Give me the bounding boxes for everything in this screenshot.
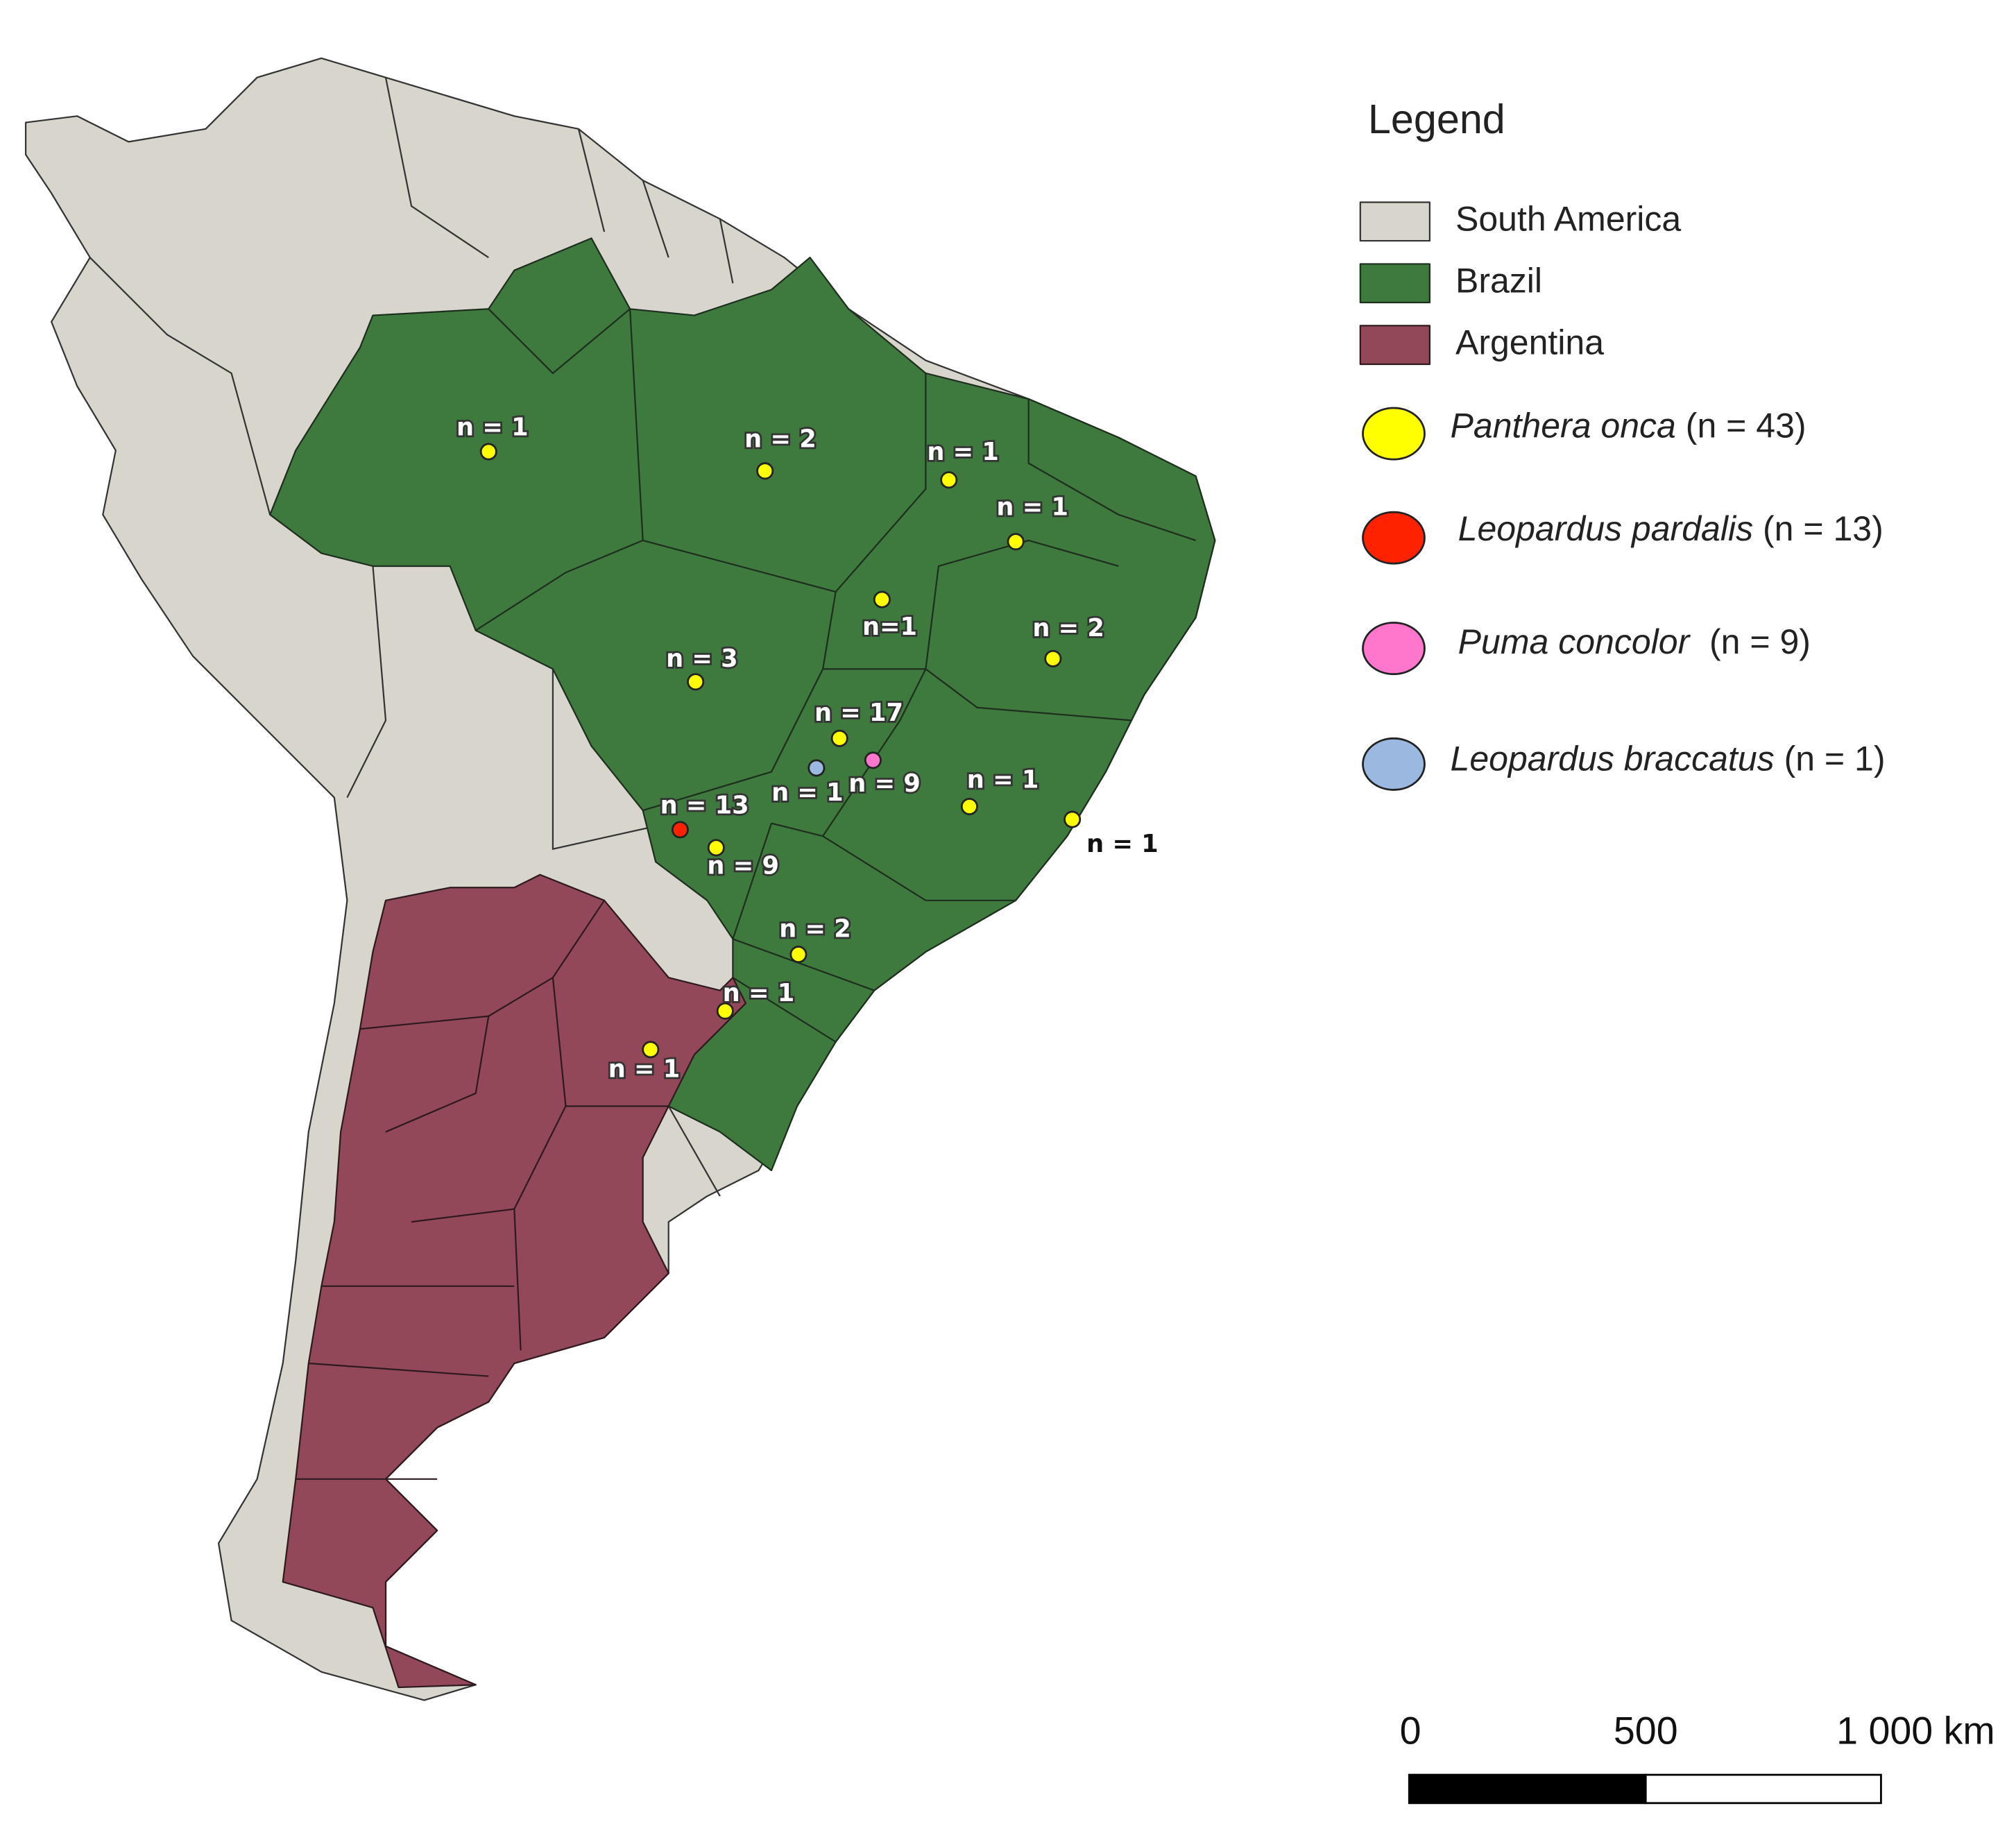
point bbox=[687, 673, 705, 691]
point-label: n = 2 bbox=[1032, 614, 1104, 642]
point-label: n = 13 bbox=[660, 792, 749, 820]
point-label: n = 9 bbox=[848, 769, 921, 798]
state-border bbox=[475, 308, 1196, 1043]
point-label: n = 17 bbox=[814, 699, 903, 727]
scale-label: 1 000 km bbox=[1836, 1709, 1995, 1752]
legend-label: Puma concolor (n = 9) bbox=[1458, 622, 1811, 661]
point bbox=[873, 590, 891, 608]
argentina bbox=[282, 873, 747, 1689]
point-label: n = 1 bbox=[723, 979, 795, 1007]
legend: Legend South America Brazil Argentina Pa… bbox=[1359, 96, 1886, 791]
point-label: n = 2 bbox=[744, 425, 817, 453]
point-label: n = 9 bbox=[707, 852, 779, 880]
point bbox=[707, 839, 725, 857]
scale-segment bbox=[1408, 1773, 1647, 1805]
point-label: n = 1 bbox=[927, 438, 999, 466]
legend-symbol bbox=[1362, 622, 1426, 676]
scale-label: 500 bbox=[1614, 1709, 1678, 1752]
legend-label: Leopardus braccatus (n = 1) bbox=[1451, 740, 1886, 778]
legend-symbol bbox=[1362, 737, 1426, 791]
point-label: n = 3 bbox=[666, 645, 738, 673]
point-label: n=1 bbox=[862, 613, 917, 641]
legend-swatch bbox=[1359, 201, 1430, 242]
species-name: Puma concolor bbox=[1458, 622, 1691, 661]
species-name: Leopardus braccatus bbox=[1451, 740, 1775, 778]
point-label: n = 1 bbox=[996, 493, 1068, 522]
species-count: (n = 13) bbox=[1763, 509, 1883, 548]
point bbox=[1044, 649, 1062, 667]
species-count: (n = 43) bbox=[1686, 407, 1806, 445]
point-labels: n = 1 n = 2 n = 1 n = 1 n=1 n = 2 n = 3 … bbox=[454, 411, 1159, 1085]
point bbox=[671, 821, 689, 839]
legend-title: Legend bbox=[1368, 96, 1505, 142]
point bbox=[864, 751, 882, 769]
legend-swatch bbox=[1359, 325, 1430, 366]
point bbox=[756, 462, 774, 480]
species-name: Panthera onca bbox=[1451, 407, 1676, 445]
scale-bar: 0 500 1 000 km bbox=[1400, 1709, 1995, 1805]
country-border bbox=[89, 77, 734, 1197]
point bbox=[642, 1041, 660, 1059]
point-label: n = 2 bbox=[779, 914, 851, 943]
point bbox=[830, 729, 848, 747]
legend-label: Brazil bbox=[1455, 261, 1542, 300]
point bbox=[716, 1002, 734, 1020]
legend-symbol bbox=[1362, 407, 1426, 461]
point-label: n = 1 bbox=[771, 778, 844, 807]
point bbox=[940, 471, 958, 489]
legend-label: Panthera onca (n = 43) bbox=[1451, 407, 1806, 445]
point-label: n = 1 bbox=[967, 765, 1039, 794]
legend-symbol bbox=[1362, 511, 1426, 565]
species-name: Leopardus pardalis bbox=[1458, 509, 1753, 548]
occurrence-points bbox=[479, 443, 1082, 1059]
legend-label: Argentina bbox=[1455, 323, 1604, 361]
point bbox=[789, 946, 808, 964]
point bbox=[479, 443, 497, 461]
scale-segment bbox=[1644, 1773, 1882, 1805]
species-count: (n = 1) bbox=[1784, 740, 1886, 778]
point-label: n = 1 bbox=[1086, 830, 1159, 858]
species-count: (n = 9) bbox=[1709, 622, 1811, 661]
point-label: n = 1 bbox=[608, 1055, 681, 1083]
point bbox=[1007, 533, 1025, 551]
point-label: n = 1 bbox=[456, 414, 529, 442]
legend-label: South America bbox=[1455, 199, 1681, 238]
point bbox=[808, 759, 826, 777]
legend-label: Leopardus pardalis (n = 13) bbox=[1458, 509, 1883, 548]
point bbox=[960, 798, 978, 816]
province-border bbox=[296, 900, 669, 1480]
point bbox=[1063, 810, 1082, 828]
legend-swatch bbox=[1359, 263, 1430, 304]
scale-label: 0 bbox=[1400, 1709, 1421, 1752]
